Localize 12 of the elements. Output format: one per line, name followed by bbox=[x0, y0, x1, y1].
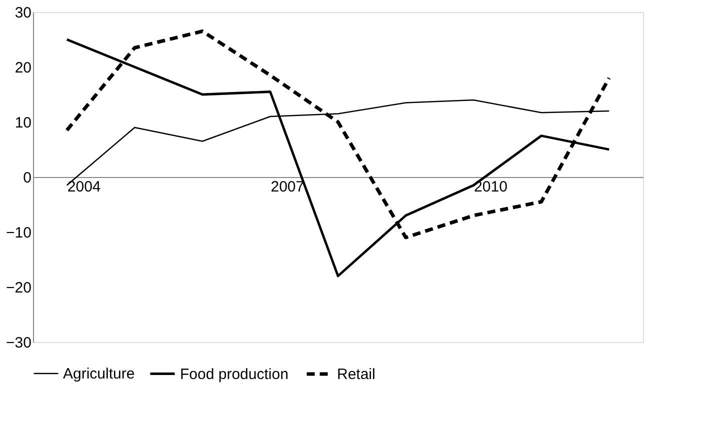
y-tick-label: 10 bbox=[14, 114, 32, 132]
legend-label: Retail bbox=[337, 366, 376, 383]
y-tick-label: −20 bbox=[6, 280, 32, 296]
legend-label: Food production bbox=[180, 366, 288, 383]
x-tick-label: 2004 bbox=[67, 178, 101, 196]
legend-label: Agriculture bbox=[63, 366, 135, 382]
y-tick-label: −10 bbox=[6, 224, 32, 242]
y-tick-label: 0 bbox=[23, 170, 32, 186]
y-tick-label: 20 bbox=[14, 60, 32, 76]
y-tick-label: −30 bbox=[6, 334, 32, 352]
x-tick-label: 2007 bbox=[270, 178, 304, 196]
y-tick-label: 30 bbox=[14, 4, 32, 22]
